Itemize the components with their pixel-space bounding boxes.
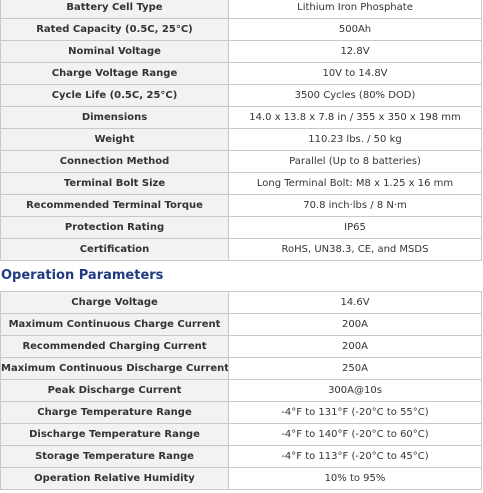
spec-value: 200A xyxy=(228,335,482,358)
table-row: Protection Rating IP65 xyxy=(0,216,482,239)
table-row: Storage Temperature Range -4°F to 113°F (… xyxy=(0,445,482,468)
spec-label: Nominal Voltage xyxy=(0,40,229,63)
spec-label: Weight xyxy=(0,128,229,151)
spec-value: -4°F to 131°F (-20°C to 55°C) xyxy=(228,401,482,424)
spec-label: Discharge Temperature Range xyxy=(0,423,229,446)
spec-value: -4°F to 113°F (-20°C to 45°C) xyxy=(228,445,482,468)
spec-label: Charge Temperature Range xyxy=(0,401,229,424)
spec-value: Parallel (Up to 8 batteries) xyxy=(228,150,482,173)
table-row: Battery Cell Type Lithium Iron Phosphate xyxy=(0,0,482,19)
table-row: Peak Discharge Current 300A@10s xyxy=(0,379,482,402)
table-row: Charge Temperature Range -4°F to 131°F (-… xyxy=(0,401,482,424)
table-row: Recommended Charging Current 200A xyxy=(0,335,482,358)
spec-label: Recommended Charging Current xyxy=(0,335,229,358)
spec-value: 14.6V xyxy=(228,291,482,314)
spec-label: Maximum Continuous Charge Current xyxy=(0,313,229,336)
table-row: Weight 110.23 lbs. / 50 kg xyxy=(0,128,482,151)
spec-value: 70.8 inch·lbs / 8 N·m xyxy=(228,194,482,217)
spec-label: Recommended Terminal Torque xyxy=(0,194,229,217)
spec-label: Connection Method xyxy=(0,150,229,173)
table-row: Dimensions 14.0 x 13.8 x 7.8 in / 355 x 3… xyxy=(0,106,482,129)
spec-value: 10V to 14.8V xyxy=(228,62,482,85)
table-row: Recommended Terminal Torque 70.8 inch·lbs… xyxy=(0,194,482,217)
spec-value: 14.0 x 13.8 x 7.8 in / 355 x 350 x 198 m… xyxy=(228,106,482,129)
spec-label: Maximum Continuous Discharge Current xyxy=(0,357,229,380)
spec-value: 10% to 95% xyxy=(228,467,482,490)
spec-label: Peak Discharge Current xyxy=(0,379,229,402)
spec-value: 250A xyxy=(228,357,482,380)
table-row: Certification RoHS, UN38.3, CE, and MSDS xyxy=(0,238,482,261)
spec-table: Charge Voltage 14.6V Maximum Continuous Ch… xyxy=(0,291,482,490)
spec-value: -4°F to 140°F (-20°C to 60°C) xyxy=(228,423,482,446)
section-heading: Operation Parameters xyxy=(1,268,164,283)
spec-label: Cycle Life (0.5C, 25°C) xyxy=(0,84,229,107)
spec-value: IP65 xyxy=(228,216,482,239)
spec-value: 300A@10s xyxy=(228,379,482,402)
spec-value: Lithium Iron Phosphate xyxy=(228,0,482,19)
table-row: Terminal Bolt Size Long Terminal Bolt: M8… xyxy=(0,172,482,195)
spec-label: Charge Voltage xyxy=(0,291,229,314)
table-row: Charge Voltage 14.6V xyxy=(0,291,482,314)
spec-label: Dimensions xyxy=(0,106,229,129)
table-row: Maximum Continuous Discharge Current 250A xyxy=(0,357,482,380)
table-row: Discharge Temperature Range -4°F to 140°F… xyxy=(0,423,482,446)
spec-value: 110.23 lbs. / 50 kg xyxy=(228,128,482,151)
table-row: Cycle Life (0.5C, 25°C) 3500 Cycles (80% … xyxy=(0,84,482,107)
table-row: Rated Capacity (0.5C, 25°C) 500Ah xyxy=(0,18,482,41)
table-row: Connection Method Parallel (Up to 8 batte… xyxy=(0,150,482,173)
spec-value: Long Terminal Bolt: M8 x 1.25 x 16 mm xyxy=(228,172,482,195)
spec-label: Operation Relative Humidity xyxy=(0,467,229,490)
spec-label: Certification xyxy=(0,238,229,261)
spec-label: Protection Rating xyxy=(0,216,229,239)
spec-label: Terminal Bolt Size xyxy=(0,172,229,195)
spec-table: Battery Cell Type Lithium Iron Phosphate R… xyxy=(0,0,482,261)
table-row: Operation Relative Humidity 10% to 95% xyxy=(0,467,482,490)
table-row: Maximum Continuous Charge Current 200A xyxy=(0,313,482,336)
spec-value: 12.8V xyxy=(228,40,482,63)
spec-label: Storage Temperature Range xyxy=(0,445,229,468)
spec-label: Charge Voltage Range xyxy=(0,62,229,85)
spec-value: 200A xyxy=(228,313,482,336)
table-row: Charge Voltage Range 10V to 14.8V xyxy=(0,62,482,85)
spec-label: Battery Cell Type xyxy=(0,0,229,19)
spec-value: 3500 Cycles (80% DOD) xyxy=(228,84,482,107)
spec-value: 500Ah xyxy=(228,18,482,41)
spec-label: Rated Capacity (0.5C, 25°C) xyxy=(0,18,229,41)
table-row: Nominal Voltage 12.8V xyxy=(0,40,482,63)
spec-value: RoHS, UN38.3, CE, and MSDS xyxy=(228,238,482,261)
